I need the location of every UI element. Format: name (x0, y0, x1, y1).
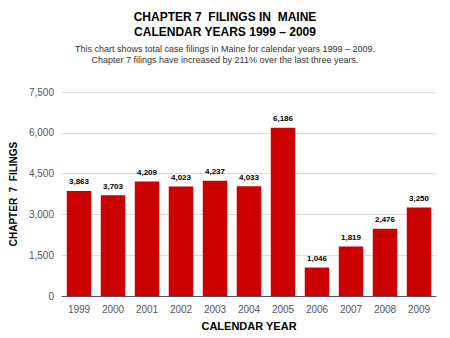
svg-text:2003: 2003 (204, 304, 227, 315)
svg-text:1999: 1999 (68, 304, 91, 315)
svg-text:4,500: 4,500 (29, 168, 54, 179)
svg-text:2002: 2002 (170, 304, 193, 315)
svg-text:2004: 2004 (238, 304, 261, 315)
svg-text:6,000: 6,000 (29, 127, 54, 138)
svg-text:4,209: 4,209 (137, 168, 158, 177)
svg-text:2005: 2005 (272, 304, 295, 315)
svg-text:1,046: 1,046 (307, 254, 328, 263)
svg-text:0: 0 (48, 291, 54, 302)
svg-text:4,033: 4,033 (239, 173, 260, 182)
svg-text:7,500: 7,500 (29, 87, 54, 98)
svg-text:3,250: 3,250 (409, 194, 430, 203)
svg-text:CALENDAR YEAR: CALENDAR YEAR (201, 320, 296, 332)
svg-text:3,863: 3,863 (69, 177, 90, 186)
svg-text:CALENDAR YEARS 1999 – 2009: CALENDAR YEARS 1999 – 2009 (134, 25, 316, 39)
svg-text:Chapter 7 filings have increas: Chapter 7 filings have increased by 211%… (92, 55, 359, 65)
svg-text:6,186: 6,186 (273, 114, 294, 123)
svg-text:2,476: 2,476 (375, 215, 396, 224)
svg-text:CHAPTER 7 FILINGS: CHAPTER 7 FILINGS (8, 141, 19, 246)
svg-text:2009: 2009 (408, 304, 431, 315)
svg-text:3,703: 3,703 (103, 182, 124, 191)
svg-text:2008: 2008 (374, 304, 397, 315)
svg-text:2000: 2000 (102, 304, 125, 315)
svg-text:3,000: 3,000 (29, 209, 54, 220)
svg-text:2001: 2001 (136, 304, 159, 315)
svg-text:4,023: 4,023 (171, 173, 192, 182)
svg-text:4,237: 4,237 (205, 167, 226, 176)
svg-text:This chart shows total case fi: This chart shows total case filings in M… (75, 44, 375, 54)
svg-text:CHAPTER 7 FILINGS IN MAINE: CHAPTER 7 FILINGS IN MAINE (134, 10, 317, 24)
svg-text:2007: 2007 (340, 304, 363, 315)
svg-text:1,819: 1,819 (341, 233, 362, 242)
svg-text:1,500: 1,500 (29, 250, 54, 261)
svg-text:2006: 2006 (306, 304, 329, 315)
